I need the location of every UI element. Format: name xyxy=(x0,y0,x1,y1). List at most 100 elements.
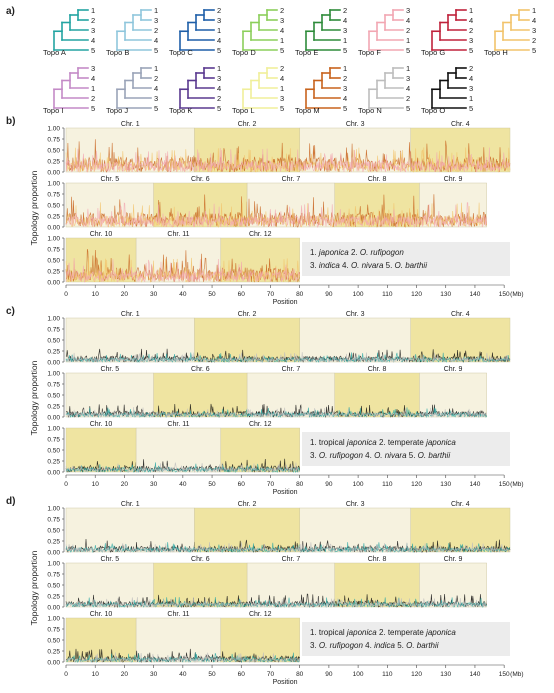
tree-leaf-label: 1 xyxy=(343,36,347,45)
tree-leaf-label: 1 xyxy=(406,64,410,73)
legend-box xyxy=(302,432,510,466)
y-tick-label: 0.75 xyxy=(47,137,60,144)
topology-label: Topo J xyxy=(106,106,128,115)
tree-leaf-label: 4 xyxy=(217,84,221,93)
y-tick-label: 1.00 xyxy=(47,561,60,568)
tree-leaf-label: 5 xyxy=(91,104,95,113)
legend-index: 1. tropical xyxy=(310,628,347,637)
tree-leaf-label: 2 xyxy=(91,16,95,25)
legend-taxon: O. barthii xyxy=(406,641,439,650)
topology-trace xyxy=(410,147,511,173)
y-tick-label: 0.50 xyxy=(47,258,60,265)
x-tick-label: 80 xyxy=(296,671,304,678)
tree-leaf-label: 5 xyxy=(469,104,473,113)
chromosome-label: Chr. 8 xyxy=(368,556,387,563)
tree-leaf-label: 3 xyxy=(91,26,95,35)
topology-trace xyxy=(220,463,300,474)
topology-label: Topo F xyxy=(358,48,381,57)
legend-taxon: O. rufipogon xyxy=(360,248,405,257)
x-tick-label: 20 xyxy=(121,481,129,488)
tree-leaf-label: 4 xyxy=(406,16,410,25)
chromosome-block xyxy=(65,507,195,553)
chromosome-label: Chr. 11 xyxy=(167,231,189,238)
topology-trace xyxy=(65,652,137,664)
topology-trace xyxy=(153,408,248,418)
y-tick-label: 0.00 xyxy=(47,170,60,177)
tree-leaf-label: 5 xyxy=(406,46,410,55)
tree-leaf-label: 5 xyxy=(280,104,284,113)
topology-trace xyxy=(246,203,335,228)
chromosome-block xyxy=(299,507,411,553)
topology-trace xyxy=(334,209,420,228)
tree-leaf-label: 1 xyxy=(217,26,221,35)
chromosome-label: Chr. 8 xyxy=(368,176,387,183)
x-tick-label: 110 xyxy=(382,291,393,298)
y-tick-label: 0.00 xyxy=(47,550,60,557)
topology-trace xyxy=(334,597,420,608)
chromosome-block xyxy=(334,562,420,608)
chromosome-label: Chr. 4 xyxy=(451,501,470,508)
chromosome-label: Chr. 3 xyxy=(346,501,365,508)
chromosome-block xyxy=(246,372,335,418)
y-tick-label: 0.25 xyxy=(47,159,60,166)
x-tick-label: 90 xyxy=(325,481,333,488)
y-tick-label: 0.50 xyxy=(47,203,60,210)
tree-leaf-label: 3 xyxy=(217,16,221,25)
topology-trace xyxy=(410,147,511,173)
topology-trace xyxy=(65,463,137,473)
legend-index: 5. xyxy=(407,451,418,460)
x-tick-label: 10 xyxy=(92,291,100,298)
topology-label: Topo B xyxy=(106,48,129,57)
tree-leaf-label: 5 xyxy=(406,104,410,113)
legend-taxon: japonica xyxy=(318,248,349,257)
x-tick-label: 40 xyxy=(179,291,187,298)
tree-leaf-label: 2 xyxy=(154,26,158,35)
y-tick-label: 0.00 xyxy=(47,225,60,232)
tree-leaf-label: 5 xyxy=(91,46,95,55)
topology-trace xyxy=(220,652,300,664)
legend-line: 1. tropical japonica 2. temperate japoni… xyxy=(310,438,456,447)
topology-trace xyxy=(299,352,411,364)
tree-leaf-label: 5 xyxy=(532,46,536,55)
legend-box xyxy=(302,622,510,656)
tree-leaf-label: 2 xyxy=(217,94,221,103)
y-tick-label: 0.75 xyxy=(47,327,60,334)
tree-leaf-label: 4 xyxy=(469,16,473,25)
topology-trace xyxy=(334,598,420,609)
legend-index: 3. xyxy=(310,261,319,270)
legend-taxon: O. barthii xyxy=(395,261,428,270)
y-tick-label: 0.25 xyxy=(47,404,60,411)
legend-taxon: O. nivara xyxy=(374,451,407,460)
topology-trace xyxy=(135,258,222,283)
topology-trace xyxy=(65,352,195,364)
y-axis-title: Topology proportion xyxy=(29,360,39,435)
tree-leaf-label: 4 xyxy=(280,26,284,35)
chromosome-label: Chr. 9 xyxy=(444,366,463,373)
chromosome-label: Chr. 12 xyxy=(249,611,272,618)
topology-trace xyxy=(65,542,195,554)
legend-index: 3. xyxy=(310,641,319,650)
tree-leaf-label: 2 xyxy=(343,74,347,83)
y-tick-label: 0.25 xyxy=(47,349,60,356)
chromosome-label: Chr. 11 xyxy=(167,611,189,618)
x-tick-label: 50 xyxy=(208,481,216,488)
chromosome-label: Chr. 7 xyxy=(282,556,301,563)
topology-label: Topo C xyxy=(169,48,193,57)
genome-panel-d: d) Topology proportion Chr. 1 Chr. 2 Chr. 3 C… xyxy=(6,496,524,686)
x-tick-label: 0 xyxy=(64,671,68,678)
chromosome-block xyxy=(153,372,248,418)
chromosome-label: Chr. 1 xyxy=(121,121,140,128)
x-tick-label: 110 xyxy=(382,671,393,678)
x-tick-label: 130 xyxy=(440,481,451,488)
tree-leaf-label: 1 xyxy=(154,6,158,15)
topology-trace xyxy=(299,542,411,553)
chromosome-label: Chr. 3 xyxy=(346,311,365,318)
chromosome-label: Chr. 5 xyxy=(100,176,119,183)
x-tick-label: 80 xyxy=(296,481,304,488)
